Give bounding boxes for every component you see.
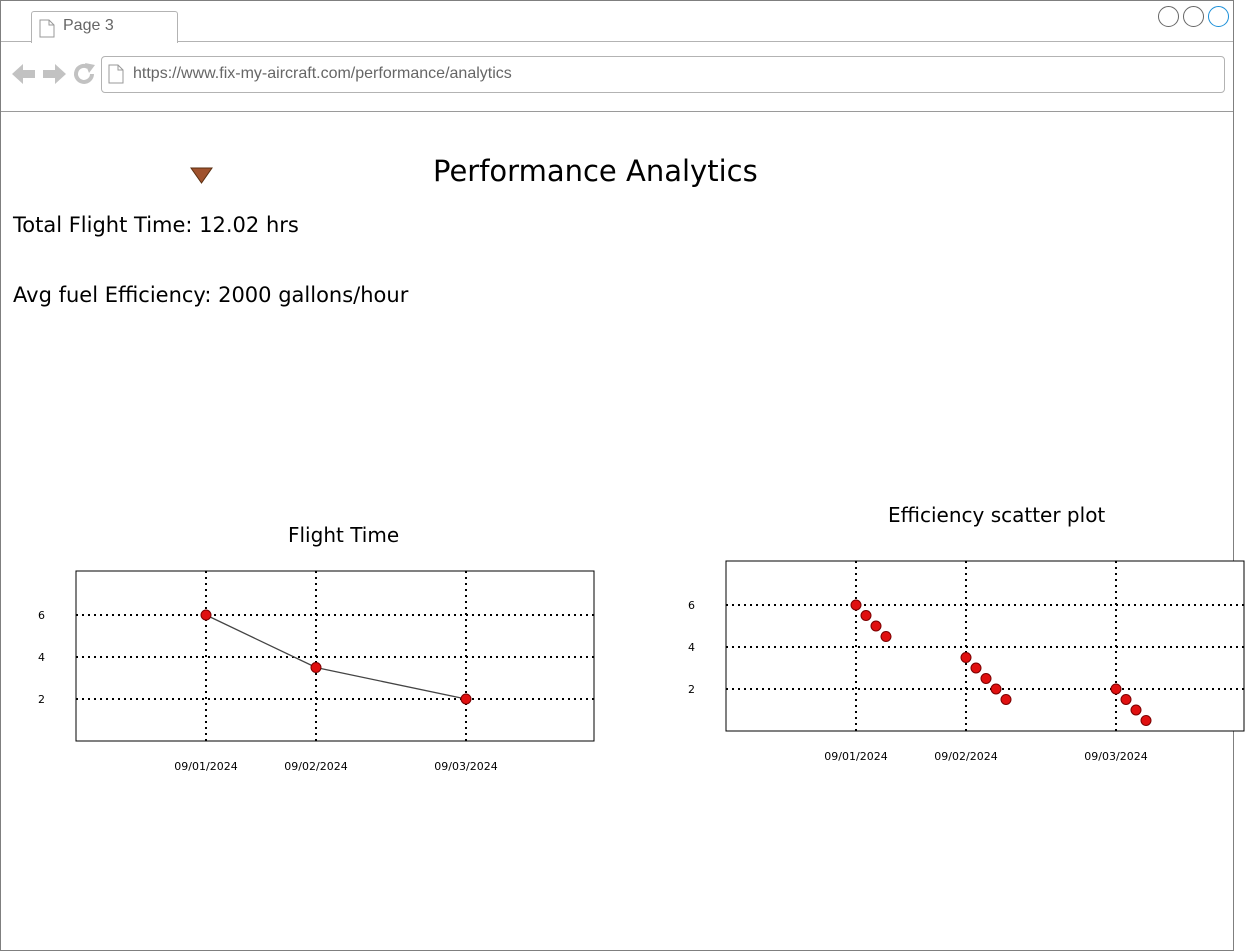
efficiency-x-tick-label: 09/02/2024 — [934, 750, 997, 763]
efficiency-y-tick-label: 4 — [688, 641, 695, 654]
efficiency-data-point — [960, 652, 972, 663]
url-text: https://www.fix-my-aircraft.com/performa… — [133, 65, 512, 82]
efficiency-data-point — [870, 620, 882, 632]
efficiency-data-point — [970, 662, 982, 674]
efficiency-y-tick-label: 6 — [688, 599, 695, 612]
flight-time-x-tick-label: 09/01/2024 — [174, 760, 237, 773]
efficiency-chart-title: Efficiency scatter plot — [888, 503, 1106, 527]
efficiency-data-point — [1000, 694, 1012, 705]
total-flight-time-text: Total Flight Time: 12.02 hrs — [13, 213, 299, 237]
address-bar[interactable]: https://www.fix-my-aircraft.com/performa… — [101, 56, 1225, 93]
efficiency-data-point — [990, 683, 1002, 695]
efficiency-x-tick-label: 09/03/2024 — [1084, 750, 1147, 763]
efficiency-x-tick-label: 09/01/2024 — [824, 750, 887, 763]
document-icon — [108, 64, 124, 88]
window-close-button[interactable] — [1208, 6, 1229, 27]
efficiency-data-point — [850, 599, 862, 611]
efficiency-data-point — [980, 673, 992, 684]
window-minimize-button[interactable] — [1158, 6, 1179, 27]
efficiency-data-point — [860, 610, 872, 621]
efficiency-data-point — [1120, 694, 1132, 705]
tab-bar-divider — [1, 41, 1233, 42]
window-maximize-button[interactable] — [1183, 6, 1204, 27]
tab-page-3[interactable]: Page 3 — [31, 11, 178, 43]
efficiency-data-point — [1110, 683, 1122, 695]
efficiency-data-point — [1130, 704, 1142, 716]
avg-fuel-efficiency-text: Avg fuel Efficiency: 2000 gallons/hour — [13, 283, 409, 307]
flight-time-x-tick-label: 09/02/2024 — [284, 760, 347, 773]
document-icon — [39, 19, 55, 42]
flight-time-chart-title: Flight Time — [288, 523, 400, 547]
efficiency-data-point — [1140, 715, 1152, 726]
flight-time-y-tick-label: 6 — [38, 609, 45, 622]
browser-chrome: Page 3 https://www.fix-my-aircraft.com/p… — [1, 1, 1233, 112]
back-arrow-icon[interactable] — [11, 62, 37, 90]
efficiency-y-tick-label: 2 — [688, 683, 695, 696]
tab-label: Page 3 — [63, 17, 114, 34]
page-title: Performance Analytics — [433, 154, 758, 188]
flight-time-y-tick-label: 2 — [38, 693, 45, 706]
flight-time-data-point — [310, 662, 322, 673]
flight-time-data-point — [460, 693, 472, 705]
reload-icon[interactable] — [72, 62, 96, 90]
efficiency-data-point — [880, 631, 892, 642]
forward-arrow-icon[interactable] — [41, 62, 67, 90]
dropdown-arrow-icon[interactable] — [190, 167, 214, 189]
flight-time-data-point — [200, 609, 212, 621]
flight-time-x-tick-label: 09/03/2024 — [434, 760, 497, 773]
flight-time-y-tick-label: 4 — [38, 651, 45, 664]
